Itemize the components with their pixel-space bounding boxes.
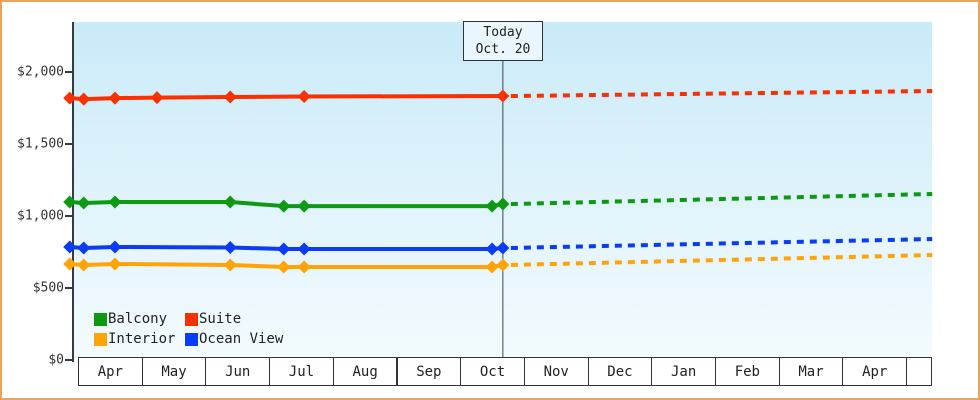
today-marker-box: Today Oct. 20 (463, 21, 543, 61)
data-point-ocean-view (77, 241, 91, 255)
data-point-balcony (485, 199, 499, 213)
today-label: Today (483, 25, 523, 40)
month-cell-jan-9: Jan (651, 357, 716, 386)
data-point-balcony (297, 199, 311, 213)
data-point-suite (496, 89, 510, 103)
data-point-balcony (223, 195, 237, 209)
month-cell-jul-3: Jul (269, 357, 334, 386)
legend-swatch-icon (94, 332, 107, 346)
data-point-interior (485, 260, 499, 274)
legend-item-ocean-view: Ocean View (185, 332, 283, 346)
data-point-ocean-view (223, 241, 237, 255)
y-axis-tick (65, 71, 73, 73)
month-cell-jun-2: Jun (205, 357, 271, 386)
y-axis-label: $0 (48, 352, 64, 368)
legend-label: Interior (108, 331, 176, 347)
forecast-line-suite (510, 89, 933, 99)
month-cell-nov-7: Nov (523, 357, 589, 386)
data-point-ocean-view (277, 242, 291, 256)
data-point-interior (277, 260, 291, 274)
data-point-interior (108, 257, 122, 271)
data-point-suite (77, 92, 91, 106)
data-point-suite (297, 89, 311, 103)
legend-swatch-icon (185, 332, 198, 346)
data-point-ocean-view (297, 242, 311, 256)
y-axis-tick (65, 215, 73, 217)
data-point-balcony (77, 196, 91, 210)
data-point-balcony (277, 199, 291, 213)
data-point-ocean-view (496, 241, 510, 255)
y-axis-label: $500 (32, 280, 64, 296)
data-point-balcony (108, 195, 122, 209)
legend-label: Suite (199, 311, 242, 327)
data-point-interior (223, 258, 237, 272)
legend-label: Ocean View (199, 331, 284, 347)
data-point-ocean-view (108, 240, 122, 254)
y-axis-tick (65, 287, 73, 289)
legend-label: Balcony (108, 311, 168, 327)
month-cell-mar-11: Mar (778, 357, 844, 386)
month-cell-oct-6: Oct (460, 357, 525, 386)
y-axis-tick (65, 359, 73, 361)
series-line-suite (69, 94, 503, 102)
today-date: Oct. 20 (475, 42, 531, 57)
legend-item-suite: Suite (185, 312, 283, 326)
legend-swatch-icon (185, 312, 198, 326)
data-point-interior (63, 257, 77, 271)
chart-legend: Balcony Suite Interior Ocean View (94, 312, 283, 346)
month-cell-may-1: May (141, 357, 207, 386)
data-point-interior (496, 258, 510, 272)
legend-item-balcony: Balcony (94, 312, 185, 326)
forecast-line-balcony (510, 191, 933, 207)
y-axis-label: $1,500 (17, 136, 64, 152)
month-cell-dec-8: Dec (587, 357, 653, 386)
data-point-interior (77, 258, 91, 272)
month-cell-aug-4: Aug (332, 357, 398, 386)
legend-swatch-icon (94, 312, 107, 326)
data-point-ocean-view (63, 240, 77, 254)
data-point-balcony (63, 195, 77, 209)
data-point-balcony (496, 197, 510, 211)
month-cell-apr-0: Apr (78, 357, 143, 386)
data-point-suite (63, 91, 77, 105)
y-axis-label: $1,000 (17, 208, 64, 224)
month-cell-feb-10: Feb (715, 357, 780, 386)
data-point-suite (108, 91, 122, 105)
y-axis-tick (65, 143, 73, 145)
data-point-interior (297, 260, 311, 274)
y-axis-line (72, 22, 74, 362)
legend-item-interior: Interior (94, 332, 185, 346)
month-cell-sep-5: Sep (396, 357, 462, 386)
data-point-suite (223, 90, 237, 104)
forecast-line-ocean-view (510, 237, 933, 250)
data-point-ocean-view (485, 242, 499, 256)
forecast-line-interior (510, 253, 933, 267)
month-cell-apr-12: Apr (842, 357, 908, 386)
month-cell-partial (906, 357, 932, 386)
data-point-suite (150, 91, 164, 105)
y-axis-label: $2,000 (17, 64, 64, 80)
